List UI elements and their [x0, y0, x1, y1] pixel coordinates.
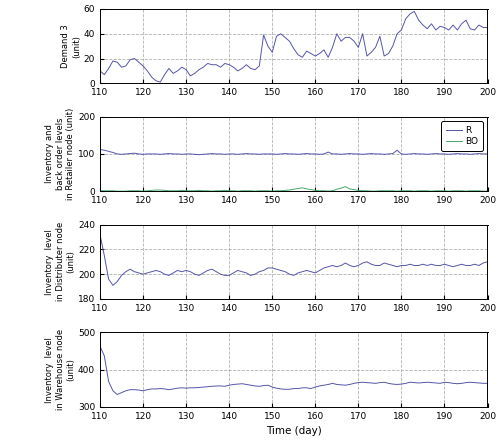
R: [144, 151, 150, 156]
BO: [148, 188, 154, 193]
X-axis label: Time (day): Time (day): [266, 426, 322, 436]
R: [428, 151, 434, 156]
BO: [484, 189, 490, 194]
R: [484, 151, 490, 156]
BO: [480, 189, 486, 194]
Line: R: R: [100, 149, 487, 155]
Legend: R, BO: R, BO: [441, 121, 483, 151]
R: [196, 152, 202, 157]
BO: [192, 188, 198, 194]
R: [97, 147, 103, 152]
BO: [342, 184, 348, 190]
R: [200, 152, 206, 157]
BO: [325, 189, 331, 194]
BO: [114, 189, 120, 194]
R: [480, 151, 486, 156]
Y-axis label: Inventory  level
in Distributer node
(unit): Inventory level in Distributer node (uni…: [46, 222, 75, 301]
BO: [97, 188, 103, 194]
Y-axis label: Inventory  level
in Warehouse node
(unit): Inventory level in Warehouse node (unit): [46, 329, 75, 410]
BO: [200, 188, 206, 194]
Line: BO: BO: [100, 187, 487, 191]
R: [476, 151, 482, 156]
R: [188, 151, 194, 156]
BO: [433, 188, 439, 194]
Y-axis label: Demand 3
(unit): Demand 3 (unit): [62, 24, 81, 68]
Y-axis label: Inventory and
back order levels
in Retailer node (unit): Inventory and back order levels in Retai…: [46, 108, 75, 200]
